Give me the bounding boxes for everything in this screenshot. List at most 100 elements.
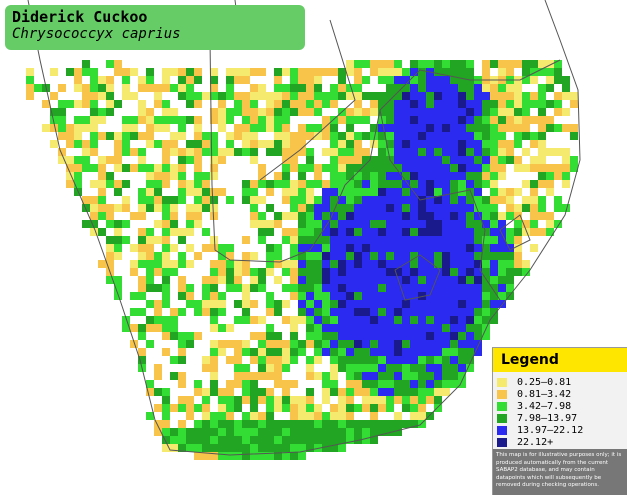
grid-cell (170, 148, 178, 156)
grid-cell (490, 196, 498, 204)
grid-cell (306, 228, 314, 236)
legend-item: 22.12+ (497, 436, 624, 448)
grid-cell (386, 172, 394, 180)
grid-cell (314, 316, 322, 324)
grid-cell (194, 380, 202, 388)
grid-cell (298, 284, 306, 292)
grid-cell (450, 372, 458, 380)
grid-cell (170, 308, 178, 316)
grid-cell (410, 260, 418, 268)
grid-cell (154, 84, 162, 92)
grid-cell (258, 284, 266, 292)
grid-cell (450, 284, 458, 292)
grid-cell (210, 276, 218, 284)
grid-cell (338, 284, 346, 292)
grid-cell (506, 124, 514, 132)
grid-cell (274, 420, 282, 428)
grid-cell (242, 196, 250, 204)
grid-cell (474, 84, 482, 92)
grid-cell (226, 420, 234, 428)
grid-cell (290, 236, 298, 244)
grid-cell (210, 212, 218, 220)
grid-cell (250, 452, 258, 460)
grid-cell (346, 308, 354, 316)
grid-cell (450, 220, 458, 228)
grid-cell (442, 340, 450, 348)
grid-cell (194, 124, 202, 132)
grid-cell (138, 332, 146, 340)
grid-cell (378, 364, 386, 372)
grid-cell (282, 228, 290, 236)
grid-cell (386, 316, 394, 324)
grid-cell (218, 252, 226, 260)
grid-cell (442, 372, 450, 380)
grid-cell (370, 180, 378, 188)
grid-cell (394, 380, 402, 388)
grid-cell (106, 180, 114, 188)
title-box: Diderick Cuckoo Chrysococcyx caprius (5, 5, 305, 50)
grid-cell (370, 364, 378, 372)
grid-cell (114, 188, 122, 196)
grid-cell (330, 324, 338, 332)
grid-cell (522, 180, 530, 188)
grid-cell (330, 148, 338, 156)
grid-cell (42, 100, 50, 108)
grid-cell (306, 332, 314, 340)
grid-cell (410, 276, 418, 284)
grid-cell (154, 92, 162, 100)
grid-cell (234, 284, 242, 292)
grid-cell (282, 236, 290, 244)
grid-cell (402, 156, 410, 164)
grid-cell (170, 228, 178, 236)
grid-cell (178, 188, 186, 196)
grid-cell (458, 60, 466, 68)
grid-cell (138, 116, 146, 124)
grid-cell (426, 396, 434, 404)
grid-cell (274, 172, 282, 180)
grid-cell (306, 68, 314, 76)
grid-cell (498, 300, 506, 308)
grid-cell (450, 380, 458, 388)
grid-cell (266, 372, 274, 380)
grid-cell (242, 68, 250, 76)
grid-cell (218, 340, 226, 348)
grid-cell (178, 276, 186, 284)
grid-cell (474, 140, 482, 148)
grid-cell (394, 260, 402, 268)
grid-cell (514, 92, 522, 100)
grid-cell (106, 172, 114, 180)
grid-cell (210, 348, 218, 356)
grid-cell (490, 180, 498, 188)
grid-cell (498, 156, 506, 164)
grid-cell (434, 188, 442, 196)
grid-cell (434, 396, 442, 404)
grid-cell (346, 372, 354, 380)
grid-cell (298, 108, 306, 116)
grid-cell (538, 164, 546, 172)
grid-cell (538, 148, 546, 156)
grid-cell (306, 92, 314, 100)
grid-cell (178, 196, 186, 204)
grid-cell (418, 404, 426, 412)
grid-cell (194, 388, 202, 396)
grid-cell (242, 108, 250, 116)
grid-cell (210, 324, 218, 332)
grid-cell (154, 268, 162, 276)
grid-cell (170, 332, 178, 340)
grid-cell (482, 172, 490, 180)
grid-cell (370, 332, 378, 340)
grid-cell (106, 252, 114, 260)
grid-cell (146, 260, 154, 268)
grid-cell (298, 148, 306, 156)
grid-cell (514, 84, 522, 92)
grid-cell (394, 420, 402, 428)
grid-cell (362, 292, 370, 300)
grid-cell (450, 100, 458, 108)
grid-cell (458, 260, 466, 268)
grid-cell (266, 188, 274, 196)
grid-cell (266, 348, 274, 356)
grid-cell (426, 204, 434, 212)
grid-cell (442, 220, 450, 228)
grid-cell (306, 404, 314, 412)
grid-cell (378, 228, 386, 236)
